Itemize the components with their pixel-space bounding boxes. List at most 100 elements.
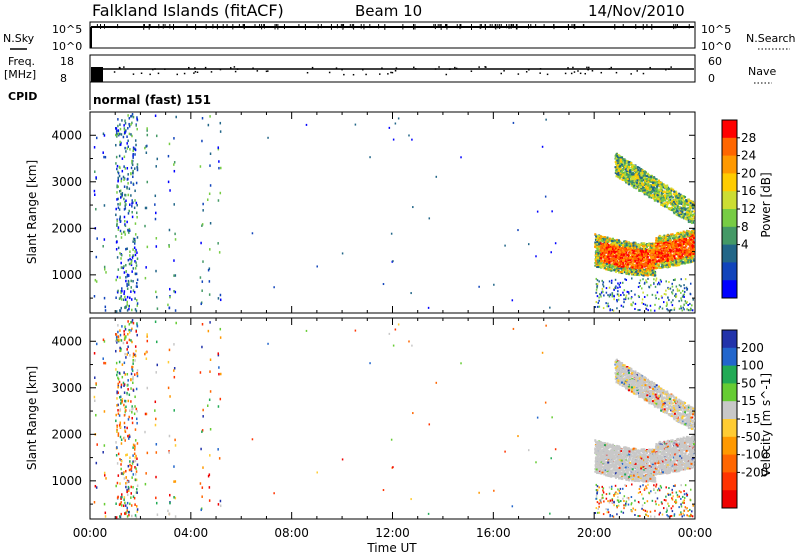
range-gate-cell — [632, 243, 635, 246]
range-gate-cell — [682, 231, 685, 234]
nave-point — [267, 70, 269, 72]
range-gate-cell — [649, 191, 652, 194]
range-gate-cell — [651, 188, 654, 191]
range-gate-cell — [642, 257, 645, 260]
nsky-tick-bottom: 10^0 — [52, 40, 82, 53]
range-gate-cell — [632, 301, 634, 304]
range-gate-cell — [594, 233, 597, 236]
range-gate-cell — [132, 115, 135, 119]
range-gate-cell — [647, 277, 649, 280]
range-gate-cell — [119, 515, 121, 518]
range-gate-cell — [117, 412, 120, 416]
range-gate-cell — [120, 261, 122, 265]
range-gate-cell — [412, 206, 414, 209]
range-gate-cell — [661, 254, 664, 257]
beam-label: Beam 10 — [355, 2, 422, 20]
range-gate-cell — [119, 296, 122, 300]
range-gate-cell — [648, 248, 651, 251]
range-gate-cell — [670, 203, 673, 206]
power-colorbar-tick-label: 16 — [741, 184, 756, 198]
range-gate-cell — [119, 215, 122, 219]
range-gate-cell — [202, 260, 204, 263]
range-gate-cell — [682, 206, 685, 209]
range-gate-cell — [640, 175, 643, 178]
range-gate-cell — [683, 258, 686, 261]
range-gate-cell — [126, 167, 129, 170]
range-gate-cell — [620, 265, 623, 268]
range-gate-cell — [691, 210, 694, 213]
range-gate-cell — [673, 212, 676, 215]
range-gate-cell — [594, 242, 597, 245]
range-gate-cell — [683, 284, 685, 287]
nave-point — [390, 71, 392, 74]
range-gate-cell — [661, 197, 664, 200]
range-gate-cell — [655, 252, 658, 255]
range-gate-cell — [664, 236, 667, 239]
range-gate-cell — [675, 248, 678, 251]
range-gate-cell — [623, 268, 626, 271]
range-gate-cell — [118, 396, 121, 399]
range-gate-cell — [115, 484, 117, 488]
range-gate-cell — [650, 263, 653, 266]
range-gate-cell — [689, 217, 692, 220]
range-gate-cell — [125, 476, 127, 479]
range-gate-cell — [643, 189, 646, 192]
range-gate-cell — [116, 222, 118, 226]
range-gate-cell — [608, 295, 611, 298]
range-gate-cell — [613, 263, 616, 266]
range-gate-cell — [128, 122, 130, 126]
range-gate-cell — [117, 171, 120, 175]
range-gate-cell — [635, 270, 638, 273]
range-gate-cell — [634, 302, 637, 305]
range-gate-cell — [674, 197, 677, 200]
range-gate-cell — [672, 243, 675, 246]
range-gate-cell — [595, 262, 598, 265]
range-gate-cell — [667, 296, 669, 299]
range-gate-cell — [121, 192, 124, 195]
nave-point — [306, 71, 309, 74]
range-gate-cell — [684, 247, 687, 250]
nave-point — [119, 67, 121, 69]
range-gate-cell — [626, 290, 629, 293]
range-gate-cell — [665, 192, 668, 195]
range-gate-cell — [682, 294, 685, 297]
range-gate-cell — [614, 161, 617, 164]
range-gate-cell — [603, 257, 606, 260]
range-gate-cell — [127, 139, 129, 143]
range-gate-cell — [144, 276, 147, 280]
range-gate-cell — [125, 356, 127, 359]
range-gate-cell — [677, 195, 680, 198]
range-gate-cell — [605, 242, 608, 245]
range-gate-cell — [628, 267, 631, 270]
range-gate-cell — [650, 250, 653, 253]
range-gate-cell — [674, 240, 677, 243]
range-gate-cell — [625, 262, 628, 265]
range-gate-cell — [614, 278, 617, 281]
range-gate-cell — [122, 298, 125, 302]
range-gate-cell — [650, 265, 653, 268]
range-gate-cell — [640, 268, 643, 271]
range-gate-cell — [626, 254, 629, 257]
nave-point — [210, 71, 213, 73]
range-gate-cell — [676, 244, 679, 247]
range-gate-cell — [119, 435, 122, 439]
range-gate-cell — [616, 300, 618, 303]
range-gate-cell — [173, 203, 175, 206]
range-gate-cell — [690, 212, 693, 215]
range-gate-cell — [117, 203, 119, 206]
range-gate-cell — [635, 169, 638, 172]
range-gate-cell — [116, 184, 118, 187]
range-gate-cell — [103, 268, 106, 271]
range-gate-cell — [641, 243, 644, 246]
range-gate-cell — [623, 176, 626, 179]
range-gate-cell — [622, 247, 625, 250]
range-gate-cell — [616, 298, 618, 301]
range-gate-cell — [655, 246, 658, 249]
freq-label-line2: [MHz] — [4, 68, 36, 81]
range-gate-cell — [117, 409, 119, 412]
range-gate-cell — [670, 243, 673, 246]
range-gate-cell — [124, 399, 127, 403]
range-gate-cell — [660, 250, 663, 253]
range-gate-cell — [689, 260, 692, 263]
range-gate-cell — [690, 238, 693, 241]
